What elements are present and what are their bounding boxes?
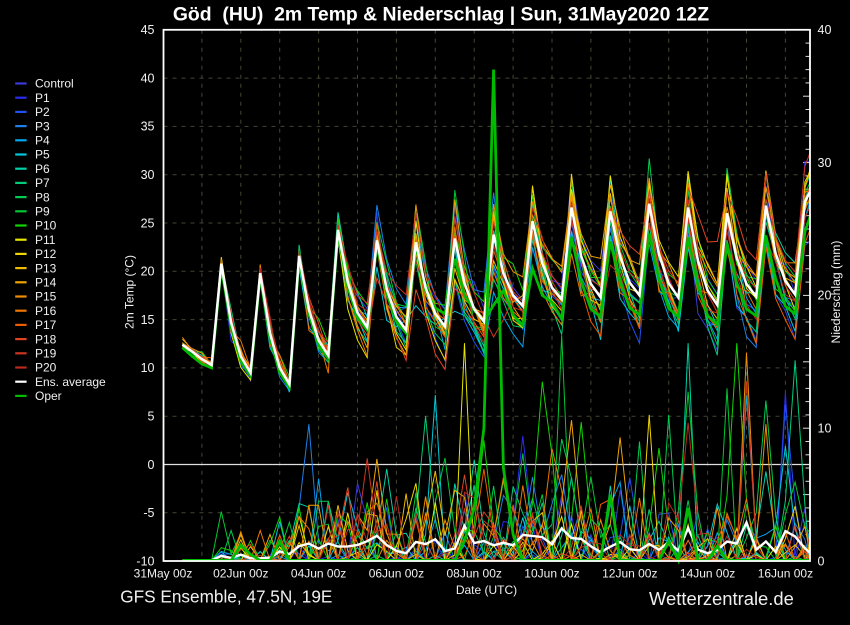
- svg-text:P13: P13: [35, 261, 57, 275]
- svg-text:16Jun 00z: 16Jun 00z: [758, 567, 813, 581]
- svg-text:40: 40: [818, 23, 832, 37]
- svg-text:P16: P16: [35, 304, 57, 318]
- svg-text:P8: P8: [35, 190, 50, 204]
- svg-text:P7: P7: [35, 176, 50, 190]
- svg-text:15: 15: [141, 313, 155, 327]
- svg-text:0: 0: [818, 554, 825, 568]
- svg-text:P3: P3: [35, 119, 50, 133]
- svg-text:P4: P4: [35, 134, 50, 148]
- svg-text:P11: P11: [35, 233, 56, 247]
- svg-text:14Jun 00z: 14Jun 00z: [680, 567, 735, 581]
- svg-text:2m Temp (°C): 2m Temp (°C): [123, 255, 137, 329]
- svg-text:Wetterzentrale.de: Wetterzentrale.de: [649, 588, 794, 609]
- svg-text:40: 40: [141, 71, 155, 85]
- svg-text:25: 25: [141, 216, 155, 230]
- svg-text:Ens. average: Ens. average: [35, 375, 106, 389]
- svg-text:30: 30: [141, 168, 155, 182]
- svg-text:0: 0: [148, 458, 155, 472]
- svg-text:Date (UTC): Date (UTC): [456, 583, 517, 597]
- svg-text:P12: P12: [35, 247, 57, 261]
- svg-text:31May 00z: 31May 00z: [134, 567, 193, 581]
- svg-text:10Jun 00z: 10Jun 00z: [524, 567, 579, 581]
- svg-text:P20: P20: [35, 361, 57, 375]
- svg-text:-5: -5: [143, 506, 154, 520]
- svg-text:Göd (HU) 2m Temp & Niedersch: Göd (HU) 2m Temp & Niederschlag | Sun, 3…: [173, 4, 709, 26]
- svg-text:-10: -10: [136, 554, 154, 568]
- svg-text:P5: P5: [35, 148, 50, 162]
- svg-text:10: 10: [141, 361, 155, 375]
- svg-text:06Jun 00z: 06Jun 00z: [369, 567, 424, 581]
- svg-text:Oper: Oper: [35, 389, 62, 403]
- svg-text:P19: P19: [35, 347, 57, 361]
- svg-text:P6: P6: [35, 162, 50, 176]
- svg-text:Control: Control: [35, 77, 74, 91]
- svg-text:20: 20: [818, 289, 832, 303]
- svg-text:08Jun 00z: 08Jun 00z: [447, 567, 502, 581]
- svg-text:Niederschlag (mm): Niederschlag (mm): [829, 241, 843, 344]
- svg-text:P10: P10: [35, 219, 57, 233]
- svg-text:P9: P9: [35, 205, 50, 219]
- svg-text:45: 45: [141, 23, 155, 37]
- svg-text:35: 35: [141, 120, 155, 134]
- svg-text:20: 20: [141, 265, 155, 279]
- svg-text:P14: P14: [35, 276, 57, 290]
- svg-text:30: 30: [818, 156, 832, 170]
- svg-text:02Jun 00z: 02Jun 00z: [213, 567, 268, 581]
- svg-text:P17: P17: [35, 318, 57, 332]
- svg-text:04Jun 00z: 04Jun 00z: [291, 567, 346, 581]
- svg-text:10: 10: [818, 422, 832, 436]
- svg-text:12Jun 00z: 12Jun 00z: [602, 567, 657, 581]
- svg-text:P18: P18: [35, 332, 57, 346]
- svg-text:5: 5: [148, 410, 155, 424]
- svg-text:GFS Ensemble, 47.5N, 19E: GFS Ensemble, 47.5N, 19E: [120, 587, 332, 607]
- svg-text:P15: P15: [35, 290, 57, 304]
- svg-text:P1: P1: [35, 91, 50, 105]
- svg-text:P2: P2: [35, 105, 50, 119]
